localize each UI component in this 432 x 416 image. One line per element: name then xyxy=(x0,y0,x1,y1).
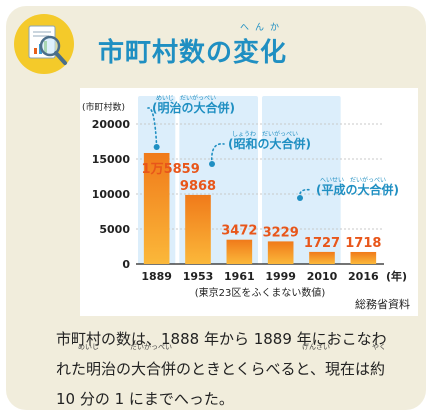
bar-value-label: 9868 xyxy=(180,179,216,194)
y-tick-label: 0 xyxy=(122,258,130,271)
x-tick-label: 2016 xyxy=(348,270,379,283)
description-line-1: 市町村の数は、1888 年から 1889 年におこなわ xyxy=(56,330,387,348)
bar-value-label: 1718 xyxy=(345,236,381,251)
bar-value-label: 1727 xyxy=(304,236,340,251)
annotation-label-0: (明治の大合併) xyxy=(152,100,235,115)
y-tick-label: 20000 xyxy=(92,118,131,131)
bar-1961 xyxy=(226,239,253,264)
page-title: 市町村数の変化 xyxy=(98,38,288,68)
description-ruby: やく xyxy=(372,343,386,351)
bar-value-label: 1万5859 xyxy=(142,162,200,177)
source-label: 総務省資料 xyxy=(355,298,410,311)
bar-value-label: 3229 xyxy=(263,225,299,240)
x-tick-label: 1999 xyxy=(265,270,296,283)
annotation-ruby-0: めいじ だいがっぺい xyxy=(156,94,216,102)
chart-panel: 0 5000 10000 15000 20000 (市町村数) 1万5859 1889 9868… xyxy=(80,88,418,316)
annotation-label-1: (昭和の大合併) xyxy=(228,136,311,151)
y-axis-label: (市町村数) xyxy=(82,101,125,113)
era-highlight-2 xyxy=(262,96,341,264)
y-tick-label: 15000 xyxy=(92,153,131,166)
annotation-dot-0 xyxy=(153,143,160,150)
x-tick-label: 1889 xyxy=(141,270,172,283)
bar-1889 xyxy=(143,152,170,264)
y-tick-label: 10000 xyxy=(92,188,131,201)
description-ruby: だいがっぺい xyxy=(130,343,172,351)
description-ruby: げんざい xyxy=(302,343,330,351)
x-tick-label: 2010 xyxy=(307,270,338,283)
annotation-dot-1 xyxy=(209,161,215,167)
annotation-dot-2 xyxy=(297,195,303,201)
bar-2010 xyxy=(309,251,335,264)
y-tick-label: 5000 xyxy=(99,223,130,236)
bar-value-label: 3472 xyxy=(221,224,257,239)
chart-note: (東京23区をふくまない数値) xyxy=(195,286,326,299)
bar-chart: 0 5000 10000 15000 20000 (市町村数) 1万5859 1889 9868… xyxy=(82,94,407,299)
title-ruby: へんか xyxy=(240,23,286,33)
x-tick-label: 1961 xyxy=(224,270,255,283)
description-line-2: れた明治の大合併のときとくらべると、現在は約 xyxy=(56,360,385,378)
annotation-ruby-1: しょうわ だいがっぺい xyxy=(232,130,298,138)
x-axis-unit: (年) xyxy=(386,269,407,283)
chart-search-icon xyxy=(14,14,74,74)
description-text: 市町村の数は、1888 年から 1889 年におこなわ れた明治の大合併のときと… xyxy=(56,324,428,414)
annotation-ruby-2: へいせい だいがっぺい xyxy=(320,176,386,184)
bar-2016 xyxy=(350,251,377,264)
bar-1999 xyxy=(267,241,294,264)
annotation-leader-0 xyxy=(147,107,158,148)
description-line-3: 10 分の 1 にまでへった。 xyxy=(56,390,234,408)
description-ruby: めいじ xyxy=(78,343,99,351)
x-tick-label: 1953 xyxy=(183,270,214,283)
content-card: へんか 市町村数の変化 0 5000 10000 15000 20000 (市町村数) 1万… xyxy=(6,6,426,410)
annotation-label-2: (平成の大合併) xyxy=(316,182,399,197)
bar-1953 xyxy=(185,194,211,264)
